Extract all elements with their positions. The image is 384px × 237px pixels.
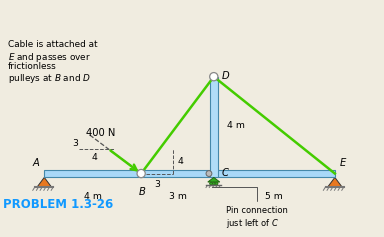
Circle shape: [212, 182, 215, 185]
Text: 4 m: 4 m: [84, 192, 102, 201]
Polygon shape: [208, 178, 220, 182]
Text: $E$ and passes over: $E$ and passes over: [8, 51, 91, 64]
Text: 4: 4: [92, 153, 98, 162]
Text: 3 m: 3 m: [169, 192, 186, 201]
Text: pulleys at $B$ and $D$: pulleys at $B$ and $D$: [8, 72, 91, 85]
Text: $E$: $E$: [339, 156, 347, 168]
Text: 3: 3: [154, 180, 160, 189]
Circle shape: [206, 171, 212, 177]
Text: $D$: $D$: [220, 69, 230, 81]
Text: $A$: $A$: [32, 156, 41, 168]
Bar: [44, 170, 335, 178]
Text: Cable is attached at: Cable is attached at: [8, 40, 98, 49]
Text: Pin connection
just left of $C$: Pin connection just left of $C$: [212, 187, 288, 230]
Text: 5 m: 5 m: [265, 192, 283, 201]
Circle shape: [210, 73, 218, 81]
Text: 3: 3: [73, 139, 78, 148]
Text: $B$: $B$: [138, 185, 146, 197]
Text: 4 m: 4 m: [227, 121, 245, 130]
Circle shape: [215, 182, 218, 185]
Text: 400 N: 400 N: [86, 128, 116, 138]
Polygon shape: [37, 178, 51, 187]
Text: frictionless: frictionless: [8, 62, 57, 71]
Bar: [210, 77, 218, 178]
Text: PROBLEM 1.3-26: PROBLEM 1.3-26: [3, 198, 113, 211]
Text: $C$: $C$: [221, 166, 230, 178]
Circle shape: [210, 182, 212, 185]
Circle shape: [137, 169, 145, 178]
Polygon shape: [328, 178, 342, 187]
Text: 4: 4: [177, 157, 183, 166]
